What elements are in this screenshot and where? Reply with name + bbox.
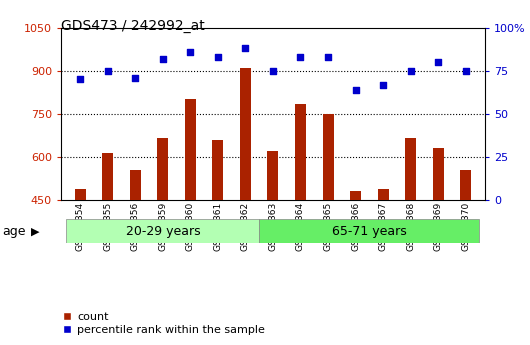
Bar [66,219,259,243]
Point [462,68,470,73]
Point [296,54,305,60]
Text: 20-29 years: 20-29 years [126,225,200,238]
Bar [213,140,223,329]
Bar [259,219,480,243]
Point [324,54,332,60]
Bar [185,99,196,329]
Point [407,68,415,73]
Bar [405,138,416,329]
Point [434,59,443,65]
Bar [268,151,278,329]
Point [241,46,250,51]
Bar [240,68,251,329]
Bar [377,189,388,329]
Text: 65-71 years: 65-71 years [332,225,407,238]
Text: ▶: ▶ [31,226,39,236]
Text: age: age [3,225,26,238]
Point [379,82,387,87]
Bar [295,104,306,329]
Point [76,77,84,82]
Point [186,49,195,55]
Legend: count, percentile rank within the sample: count, percentile rank within the sample [58,307,270,339]
Point [131,75,139,80]
Bar [130,170,141,329]
Bar [432,148,444,329]
Bar [460,170,471,329]
Bar [75,189,86,329]
Point [103,68,112,73]
Point [351,87,360,92]
Point [158,56,167,61]
Bar [102,152,113,329]
Bar [323,114,333,329]
Bar [157,138,169,329]
Point [269,68,277,73]
Text: GDS473 / 242992_at: GDS473 / 242992_at [61,19,205,33]
Point [214,54,222,60]
Bar [350,191,361,329]
